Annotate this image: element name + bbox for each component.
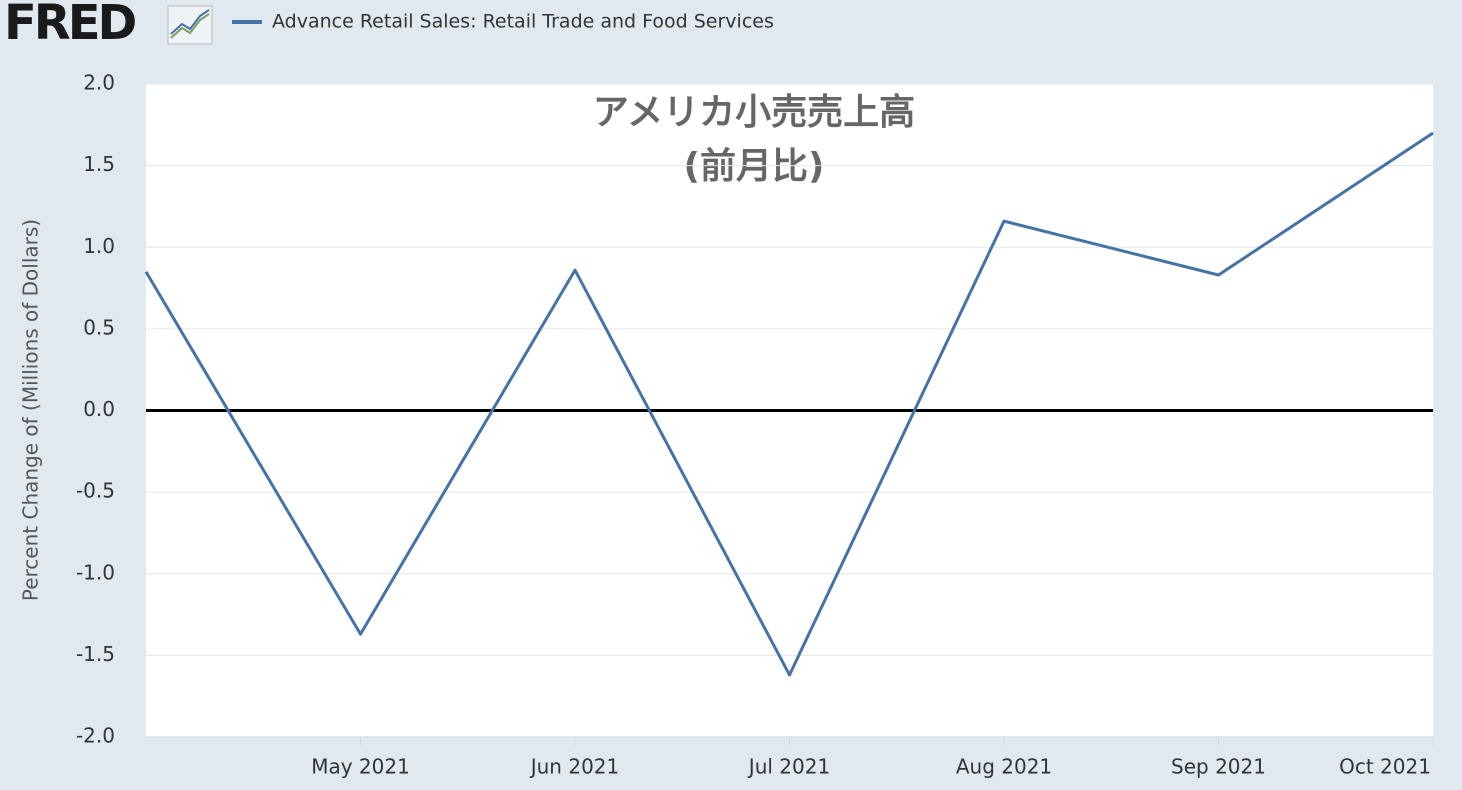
x-tick-label: Sep 2021 xyxy=(1171,755,1266,779)
y-tick-label: 0.0 xyxy=(83,397,115,421)
x-tick-label: Aug 2021 xyxy=(956,755,1052,779)
x-tick-label: May 2021 xyxy=(311,755,410,779)
chart-title: アメリカ小売売上高 xyxy=(593,92,915,133)
y-tick-label: 1.0 xyxy=(83,234,115,258)
y-tick-label: -0.5 xyxy=(76,479,115,503)
logo-icon xyxy=(167,5,213,45)
y-tick-label: -2.0 xyxy=(76,724,115,748)
y-tick-label: 1.5 xyxy=(83,152,115,176)
y-tick-label: 2.0 xyxy=(83,71,115,95)
chart-subtitle: (前月比) xyxy=(684,146,825,187)
x-tick-label: Jul 2021 xyxy=(747,755,830,779)
legend-label[interactable]: Advance Retail Sales: Retail Trade and F… xyxy=(272,11,774,33)
y-tick-label: 0.5 xyxy=(83,315,115,339)
series-line xyxy=(144,131,1434,677)
y-tick-label: -1.5 xyxy=(76,642,115,666)
y-tick-label: -1.0 xyxy=(76,560,115,584)
y-axis-label: Percent Change of (Millions of Dollars) xyxy=(19,219,43,601)
logo[interactable]: FRED xyxy=(4,0,139,51)
x-tick-label: Jun 2021 xyxy=(529,755,620,779)
x-tick-label: Oct 2021 xyxy=(1339,755,1431,779)
